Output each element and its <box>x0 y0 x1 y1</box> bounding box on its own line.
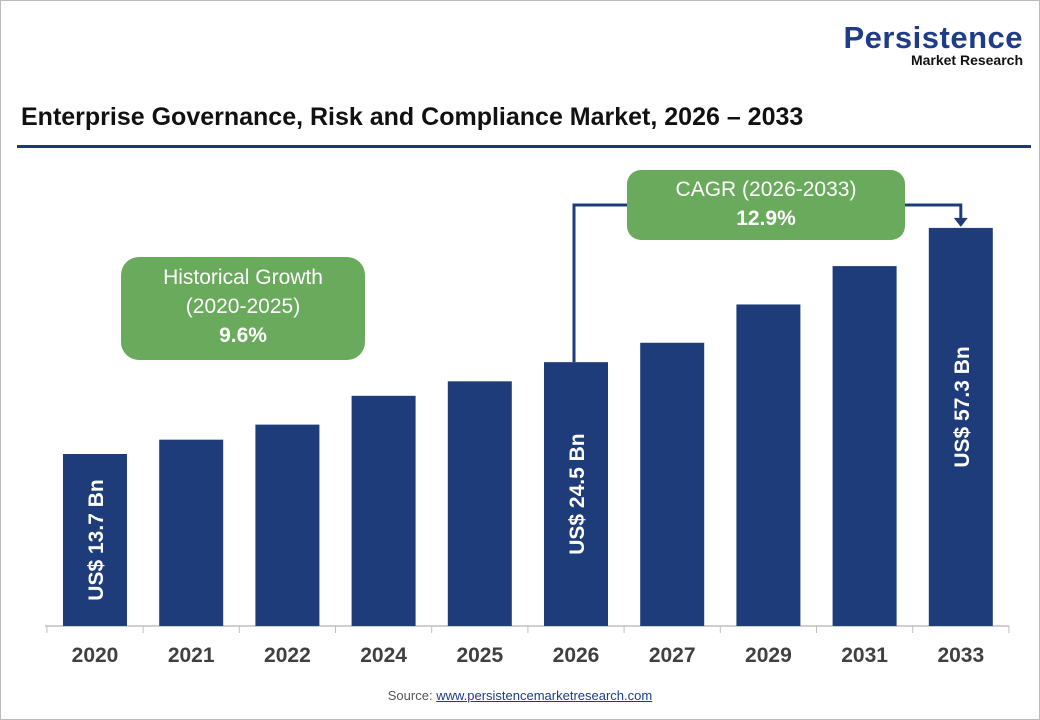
source-note: Source: www.persistencemarketresearch.co… <box>1 688 1039 703</box>
cagr-value: 12.9% <box>736 207 796 230</box>
cagr-label: CAGR (2026-2033) <box>675 178 857 201</box>
logo: Persistence Market Research <box>843 20 1023 68</box>
historical-period: (2020-2025) <box>185 295 301 318</box>
source-prefix: Source: <box>387 688 437 703</box>
x-tick-label-2020: 2020 <box>72 644 119 667</box>
source-link[interactable]: www.persistencemarketresearch.com <box>436 688 653 703</box>
title-divider <box>17 145 1031 148</box>
logo-line1: Persistence <box>843 20 1023 55</box>
x-tick-label-2024: 2024 <box>360 644 407 667</box>
x-tick-label-2022: 2022 <box>264 644 311 667</box>
historical-label: Historical Growth <box>163 266 323 289</box>
bar-data-label-2026: US$ 24.5 Bn <box>566 433 589 554</box>
bar-2020 <box>63 454 127 626</box>
bar-2031 <box>832 266 897 626</box>
x-tick-label-2021: 2021 <box>168 644 215 667</box>
bar-2026 <box>544 362 608 626</box>
logo-line2: Market Research <box>910 52 1023 68</box>
historical-value: 9.6% <box>219 324 267 347</box>
x-tick-label-2029: 2029 <box>745 644 792 667</box>
x-tick-label-2031: 2031 <box>841 644 888 667</box>
bar-2024 <box>351 395 416 626</box>
bar-data-label-2020: US$ 13.7 Bn <box>85 479 108 600</box>
chart-title: Enterprise Governance, Risk and Complian… <box>21 103 804 131</box>
x-tick-label-2026: 2026 <box>553 644 600 667</box>
cagr-box: CAGR (2026-2033) 12.9% <box>627 170 905 240</box>
bar-data-label-2033: US$ 57.3 Bn <box>951 346 974 467</box>
bar-2029 <box>736 304 801 626</box>
bar-2025 <box>447 381 512 626</box>
bar-2021 <box>159 439 224 626</box>
historical-growth-box: Historical Growth (2020-2025) 9.6% <box>121 257 365 360</box>
x-tick-label-2033: 2033 <box>937 644 984 667</box>
bar-2022 <box>255 424 320 626</box>
x-tick-label-2027: 2027 <box>649 644 696 667</box>
bar-2033 <box>928 227 993 626</box>
arrow-head-icon <box>953 217 968 227</box>
x-tick-label-2025: 2025 <box>456 644 503 667</box>
bar-2027 <box>640 342 705 626</box>
